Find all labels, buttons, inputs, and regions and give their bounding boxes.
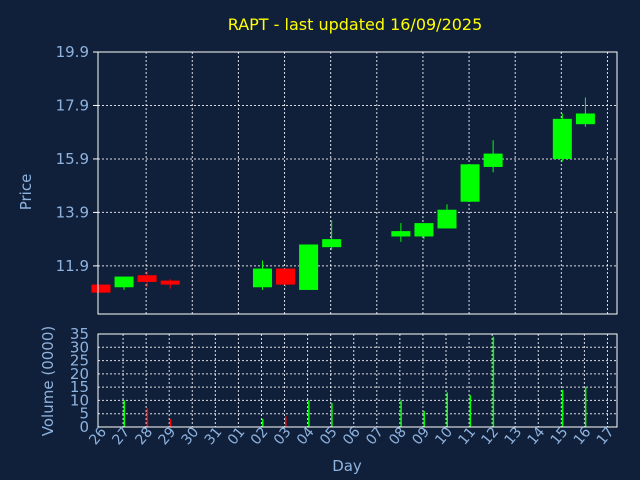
day-tick-label: 07: [363, 424, 387, 448]
day-tick-label: 28: [132, 424, 156, 448]
day-tick-label: 03: [271, 424, 295, 448]
day-tick-label: 30: [179, 424, 203, 448]
candle-08: [391, 223, 411, 242]
volume-bar-11: [469, 395, 472, 427]
candle-04: [299, 244, 319, 290]
day-tick-label: 01: [225, 424, 249, 448]
volume-bar-16: [584, 387, 587, 427]
price-tick-label: 15.9: [56, 150, 89, 168]
price-grid: [98, 51, 617, 314]
candle-03: [276, 268, 296, 288]
volume-bar-28: [146, 408, 149, 427]
volume-bar-15: [561, 389, 564, 427]
candle-11: [460, 164, 480, 202]
volume-tick-label: 10: [70, 391, 89, 409]
price-tick-label: 19.9: [56, 43, 89, 61]
day-tick-label: 06: [340, 424, 364, 448]
volume-bar-05: [331, 403, 333, 427]
candle-05: [322, 220, 342, 250]
volume-bar-10: [446, 392, 448, 427]
volume-bars: [123, 336, 587, 427]
volume-bar-09: [423, 411, 425, 427]
volume-bar-03: [285, 416, 287, 427]
candle-28: [137, 271, 157, 288]
candle-15: [552, 113, 572, 162]
day-tick-label: 04: [294, 424, 318, 448]
day-tick-label: 16: [571, 424, 595, 448]
day-tick-label: 11: [455, 424, 479, 448]
price-axis-label: Price: [17, 174, 35, 211]
price-tick-label: 11.9: [56, 257, 89, 275]
volume-bar-27: [123, 400, 126, 427]
volume-tick-label: 5: [79, 405, 89, 423]
volume-tick-label: 15: [70, 378, 89, 396]
price-plot-frame: [97, 51, 618, 315]
day-tick-label: 02: [248, 424, 272, 448]
day-tick-label: 08: [386, 424, 410, 448]
day-tick-label: 31: [202, 424, 226, 448]
candle-02: [252, 260, 272, 290]
volume-bar-12: [492, 336, 495, 427]
day-tick-label: 13: [502, 424, 526, 448]
volume-bar-04: [308, 400, 310, 427]
price-candles: [91, 97, 595, 293]
volume-tick-label: 25: [70, 352, 89, 370]
day-tick-label: 05: [317, 424, 341, 448]
day-tick-label: 14: [525, 424, 549, 448]
day-tick-label: 10: [432, 424, 456, 448]
candle-10: [437, 204, 457, 229]
price-tick-label: 17.9: [56, 96, 89, 114]
day-tick-label: 15: [548, 424, 572, 448]
volume-grid: [98, 333, 617, 428]
volume-tick-label: 30: [70, 338, 89, 356]
x-axis-label: Day: [332, 457, 362, 475]
candle-27: [114, 276, 134, 290]
day-tick-label: 17: [594, 424, 618, 448]
volume-axis-label: Volume (0000): [39, 326, 57, 436]
volume-tick-label: 35: [70, 325, 89, 343]
candle-29: [160, 279, 180, 289]
volume-tick-label: 0: [79, 418, 89, 436]
candle-26: [91, 284, 111, 293]
price-tick-label: 13.9: [56, 203, 89, 221]
volume-bar-02: [261, 419, 264, 427]
day-tick-label: 27: [109, 424, 133, 448]
day-tick-label: 12: [478, 424, 502, 448]
chart-title: RAPT - last updated 16/09/2025: [228, 15, 483, 34]
volume-tick-label: 20: [70, 365, 89, 383]
day-x-ticks: 26 27 28 29 30 31 01 02 03 04 05 06 07 08 09 10 11 12 13 14…: [86, 424, 617, 448]
volume-plot-frame: [97, 333, 618, 428]
day-tick-label: 09: [409, 424, 433, 448]
volume-bar-08: [400, 400, 402, 427]
candle-12: [483, 140, 503, 173]
day-tick-label: 29: [156, 424, 180, 448]
day-tick-label: 26: [86, 424, 110, 448]
candle-09: [414, 223, 434, 240]
volume-bar-29: [169, 419, 172, 427]
price-y-ticks: 11.9 13.9 15.9 17.9 19.9: [56, 43, 98, 275]
candle-16: [575, 97, 595, 127]
